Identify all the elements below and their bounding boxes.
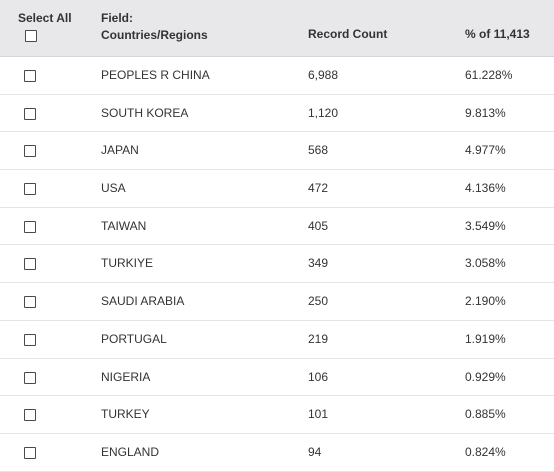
table-row: JAPAN 568 4.977% — [0, 132, 554, 171]
country-name: TAIWAN — [101, 218, 147, 233]
record-percent: 0.824% — [465, 444, 506, 459]
field-name: Countries/Regions — [101, 28, 208, 42]
record-count: 94 — [308, 444, 322, 459]
country-name: PORTUGAL — [101, 331, 167, 346]
record-count: 405 — [308, 218, 329, 233]
record-count: 472 — [308, 181, 329, 196]
table-body: PEOPLES R CHINA 6,988 61.228% SOUTH KORE… — [0, 57, 554, 472]
table-row: TURKIYE 349 3.058% — [0, 245, 554, 284]
country-name: JAPAN — [101, 143, 139, 158]
country-name: SOUTH KOREA — [101, 105, 189, 120]
select-all-label: Select All — [18, 11, 72, 25]
record-count: 1,120 — [308, 105, 339, 120]
record-count: 250 — [308, 294, 329, 309]
table-row: PEOPLES R CHINA 6,988 61.228% — [0, 57, 554, 95]
table-header: Select All Field: Countries/Regions Reco… — [0, 0, 554, 57]
record-percent: 4.977% — [465, 143, 506, 158]
country-name: PEOPLES R CHINA — [101, 68, 210, 82]
record-percent: 1.919% — [465, 331, 506, 346]
row-checkbox[interactable] — [24, 409, 36, 422]
percent-column-header[interactable]: % of 11,413 — [465, 27, 530, 41]
row-checkbox[interactable] — [24, 296, 36, 309]
table-row: SAUDI ARABIA 250 2.190% — [0, 283, 554, 321]
row-checkbox[interactable] — [24, 446, 36, 459]
row-checkbox[interactable] — [24, 371, 36, 384]
record-count: 6,988 — [308, 68, 339, 82]
record-percent: 61.228% — [465, 68, 513, 82]
table-row: SOUTH KOREA 1,120 9.813% — [0, 95, 554, 133]
record-percent: 2.190% — [465, 294, 506, 309]
table-row: TURKEY 101 0.885% — [0, 396, 554, 434]
country-name: USA — [101, 181, 126, 196]
table-row: USA 472 4.136% — [0, 170, 554, 208]
record-percent: 4.136% — [465, 181, 506, 196]
row-checkbox[interactable] — [24, 70, 36, 82]
record-count: 219 — [308, 331, 329, 346]
field-label: Field: — [101, 11, 133, 25]
country-name: ENGLAND — [101, 444, 160, 459]
record-percent: 0.885% — [465, 407, 506, 422]
table-row: TAIWAN 405 3.549% — [0, 208, 554, 246]
record-count-column-header[interactable]: Record Count — [308, 27, 388, 41]
country-name: SAUDI ARABIA — [101, 294, 185, 309]
record-count: 349 — [308, 256, 329, 271]
country-name: TURKIYE — [101, 256, 154, 271]
record-percent: 9.813% — [465, 105, 506, 120]
select-all-checkbox[interactable] — [25, 30, 37, 42]
country-name: TURKEY — [101, 407, 150, 422]
row-checkbox[interactable] — [24, 220, 36, 233]
row-checkbox[interactable] — [24, 107, 36, 120]
record-percent: 3.549% — [465, 218, 506, 233]
select-all-column: Select All — [18, 10, 78, 42]
country-name: NIGERIA — [101, 369, 151, 384]
record-count: 106 — [308, 369, 329, 384]
record-percent: 0.929% — [465, 369, 506, 384]
row-checkbox[interactable] — [24, 258, 36, 271]
table-row: PORTUGAL 219 1.919% — [0, 321, 554, 359]
field-column-header: Field: Countries/Regions — [101, 10, 208, 44]
row-checkbox[interactable] — [24, 145, 36, 158]
row-checkbox[interactable] — [24, 183, 36, 196]
table-row: NIGERIA 106 0.929% — [0, 359, 554, 397]
row-checkbox[interactable] — [24, 333, 36, 346]
table-row: ENGLAND 94 0.824% — [0, 434, 554, 472]
record-count: 101 — [308, 407, 329, 422]
record-percent: 3.058% — [465, 256, 506, 271]
record-count: 568 — [308, 143, 329, 158]
